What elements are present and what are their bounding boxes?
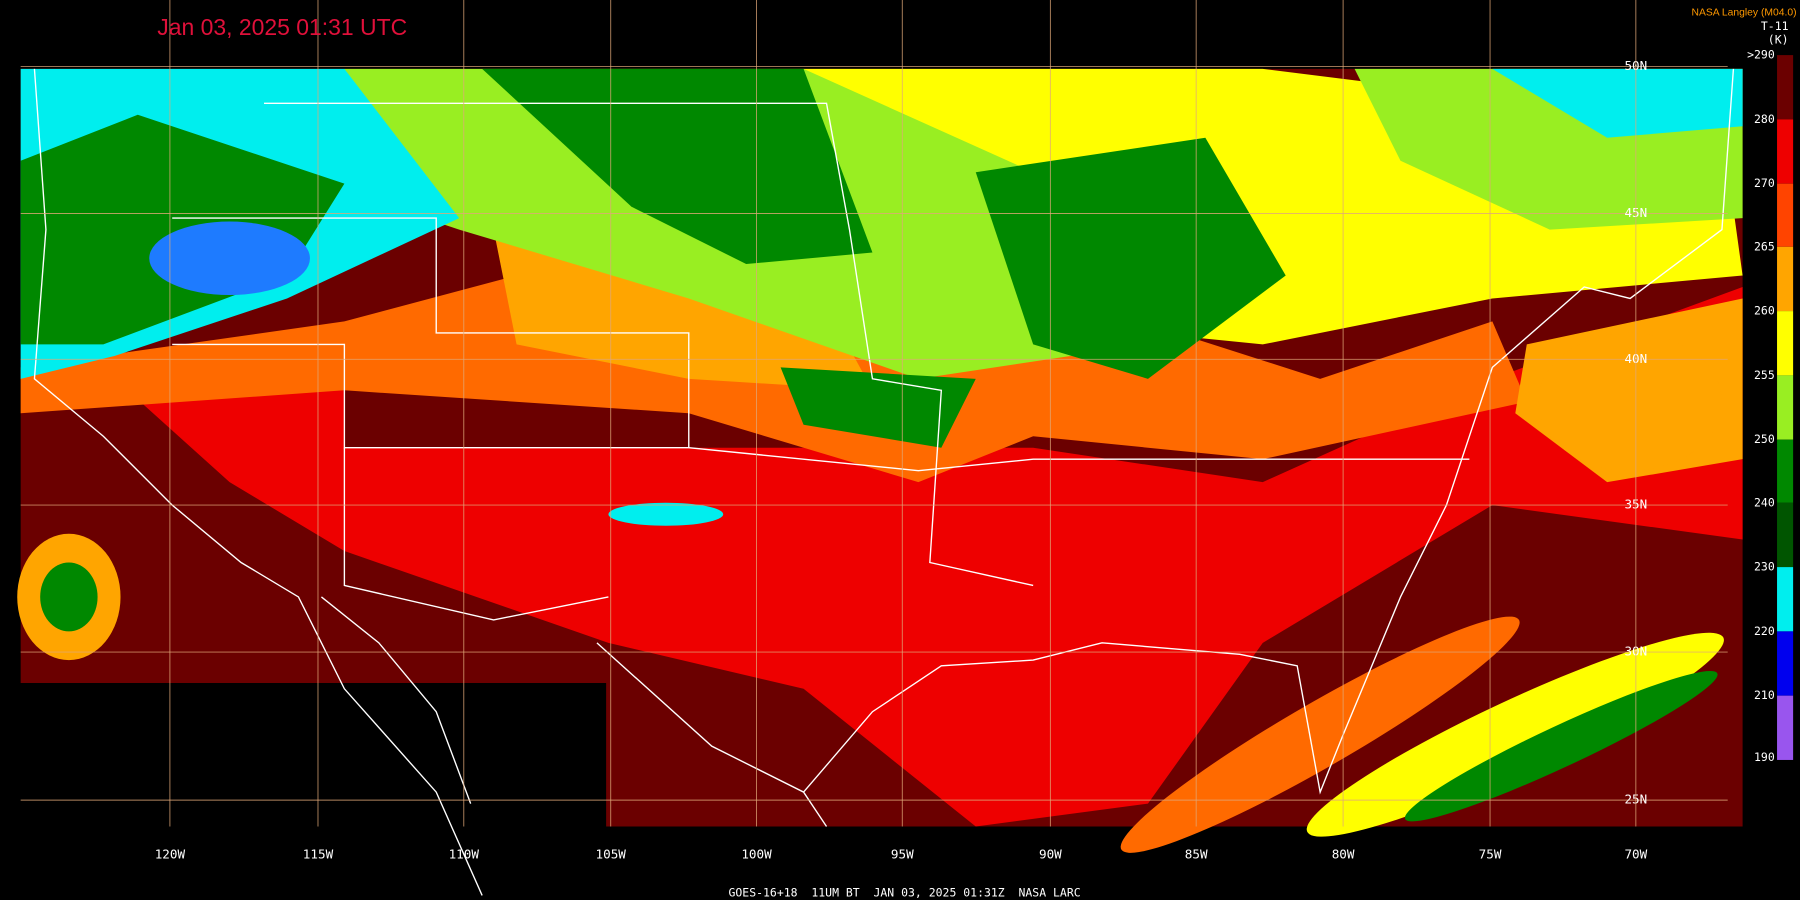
colorbar-label: 230	[1754, 560, 1775, 574]
longitude-label: 95W	[891, 847, 914, 862]
colorbar-label: 280	[1754, 112, 1775, 126]
longitude-label: 120W	[155, 847, 186, 862]
colorbar: >290 280 270 265 260 255 250 240 230 220 210 190	[1747, 48, 1794, 764]
longitude-label: 90W	[1039, 847, 1062, 862]
ir-imagery	[17, 68, 1743, 853]
timestamp: Jan 03, 2025 01:31 UTC	[157, 14, 407, 40]
longitude-label: 115W	[303, 847, 334, 862]
product: T-11	[1761, 19, 1789, 33]
credit: NASA Langley (M04.0)	[1691, 7, 1796, 18]
longitude-label: 70W	[1624, 847, 1647, 862]
colorbar-label: 250	[1754, 432, 1775, 446]
longitude-label: 100W	[741, 847, 772, 862]
coastlines	[33, 68, 1735, 896]
longitude-label: 110W	[449, 847, 480, 862]
colorbar-label: 240	[1754, 495, 1775, 509]
colorbar-label: 210	[1754, 688, 1775, 702]
longitude-label: 85W	[1185, 847, 1208, 862]
colorbar-label: >290	[1747, 48, 1775, 62]
colorbar-label: 190	[1754, 750, 1775, 764]
longitude-label: 105W	[596, 847, 627, 862]
footer: GOES-16+18 11UM BT JAN 03, 2025 01:31Z N…	[729, 886, 1081, 900]
unit: (K)	[1768, 33, 1789, 47]
longitude-label: 80W	[1332, 847, 1355, 862]
colorbar-label: 220	[1754, 624, 1775, 638]
colorbar-label: 255	[1754, 368, 1775, 382]
colorbar-label: 265	[1754, 239, 1775, 253]
colorbar-label: 270	[1754, 176, 1775, 190]
longitude-label: 75W	[1479, 847, 1502, 862]
colorbar-label: 260	[1754, 304, 1775, 318]
